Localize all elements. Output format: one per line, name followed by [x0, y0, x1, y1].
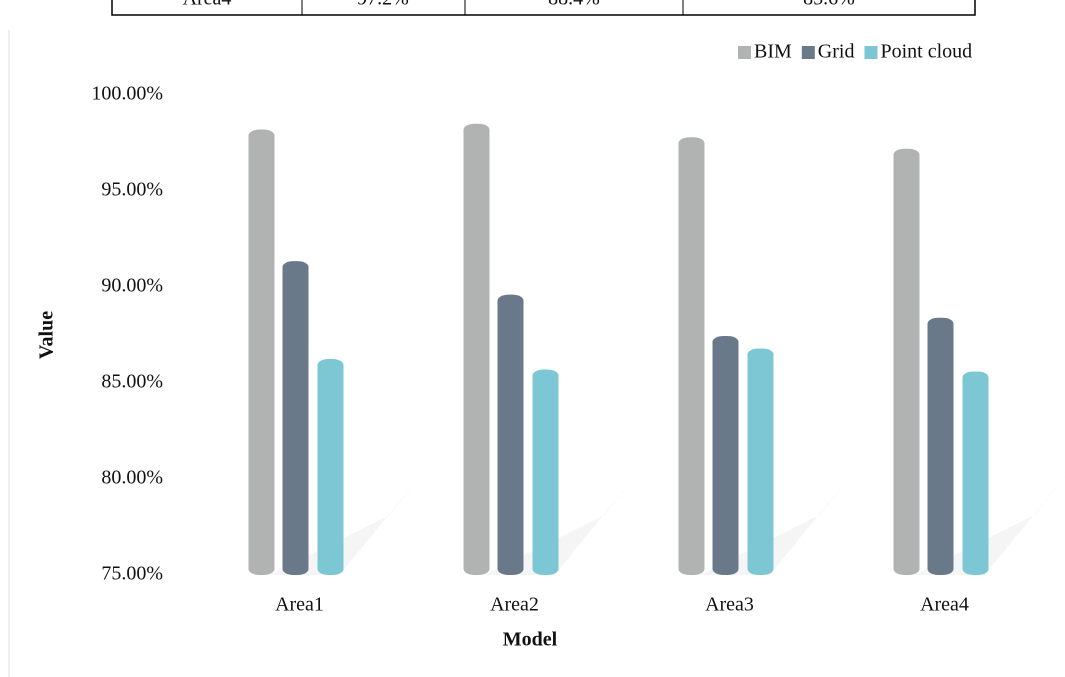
y-tick-label: 95.00%: [101, 179, 163, 201]
legend-label: Grid: [818, 41, 855, 63]
x-tick-label: Area3: [705, 594, 754, 616]
table-cell: 97.2%: [357, 0, 409, 10]
bar: [893, 148, 920, 575]
y-axis-title: Value: [36, 311, 58, 359]
legend-label: BIM: [754, 41, 792, 63]
y-tick-label: 80.00%: [101, 467, 163, 489]
legend-swatch: [864, 46, 878, 59]
bar: [927, 317, 954, 575]
table-row: [111, 0, 976, 16]
table-cell: 85.6%: [803, 0, 855, 10]
bar: [678, 137, 705, 576]
x-tick-label: Area4: [920, 594, 969, 616]
y-tick-label: 90.00%: [101, 275, 163, 297]
bar-shadow: [699, 465, 860, 575]
table-cell: Area4: [183, 0, 232, 10]
x-tick-label: Area2: [490, 594, 539, 616]
y-tick-label: 75.00%: [101, 563, 163, 585]
bar-shadow: [484, 465, 645, 575]
y-tick-label: 100.00%: [91, 83, 163, 105]
bar: [497, 294, 524, 575]
bar: [532, 369, 559, 575]
table-cell: 88.4%: [548, 0, 600, 10]
bar: [962, 371, 989, 575]
legend-swatch: [801, 46, 815, 59]
y-tick-label: 85.00%: [101, 371, 163, 393]
legend-swatch: [738, 46, 751, 59]
bar: [747, 348, 774, 575]
bar: [463, 123, 490, 576]
bar: [248, 129, 275, 575]
bar: [317, 359, 344, 575]
legend-label: Point cloud: [880, 41, 972, 63]
bar: [282, 261, 309, 575]
bar-shadow: [269, 465, 430, 575]
x-axis-title: Model: [503, 629, 558, 651]
bar-shadow: [914, 476, 1065, 575]
x-tick-label: Area1: [275, 594, 324, 616]
bar: [712, 335, 739, 575]
